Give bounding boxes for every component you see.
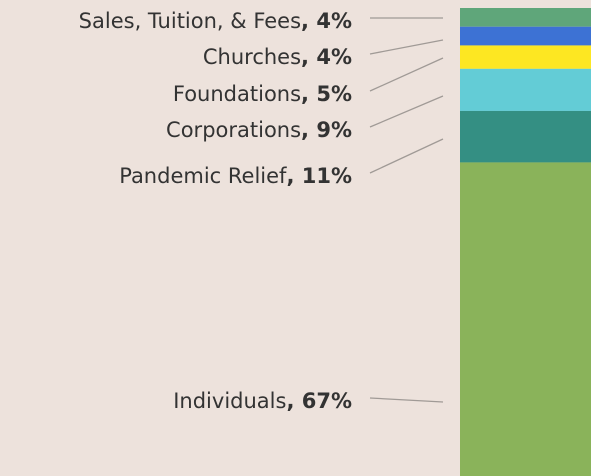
bar-segment: [460, 110, 591, 163]
segment-label: Sales, Tuition, & Fees, 4%: [79, 9, 352, 33]
segment-label: Churches, 4%: [203, 45, 352, 69]
value-label: , 9%: [301, 118, 352, 142]
leader-line: [369, 39, 444, 55]
segment-label: Foundations, 5%: [173, 82, 352, 106]
category-name: Corporations: [166, 118, 301, 142]
category-name: Churches: [203, 45, 301, 69]
leader-line: [369, 95, 444, 128]
bar-segment: [460, 45, 591, 69]
value-label: , 5%: [301, 82, 352, 106]
value-label: , 11%: [286, 164, 352, 188]
bar-segment: [460, 68, 591, 111]
bar-segment: [460, 162, 591, 476]
category-name: Individuals: [173, 389, 286, 413]
value-label: , 67%: [286, 389, 352, 413]
segment-label: Individuals, 67%: [173, 389, 352, 413]
leader-line: [369, 397, 444, 403]
segment-label: Corporations, 9%: [166, 118, 352, 142]
bar-segment: [460, 8, 591, 27]
category-name: Sales, Tuition, & Fees: [79, 9, 301, 33]
category-name: Foundations: [173, 82, 301, 106]
value-label: , 4%: [301, 9, 352, 33]
value-label: , 4%: [301, 45, 352, 69]
segment-label: Pandemic Relief, 11%: [119, 164, 352, 188]
leader-line: [369, 138, 444, 174]
bar-segment: [460, 26, 591, 46]
leader-line: [369, 57, 444, 92]
category-name: Pandemic Relief: [119, 164, 287, 188]
